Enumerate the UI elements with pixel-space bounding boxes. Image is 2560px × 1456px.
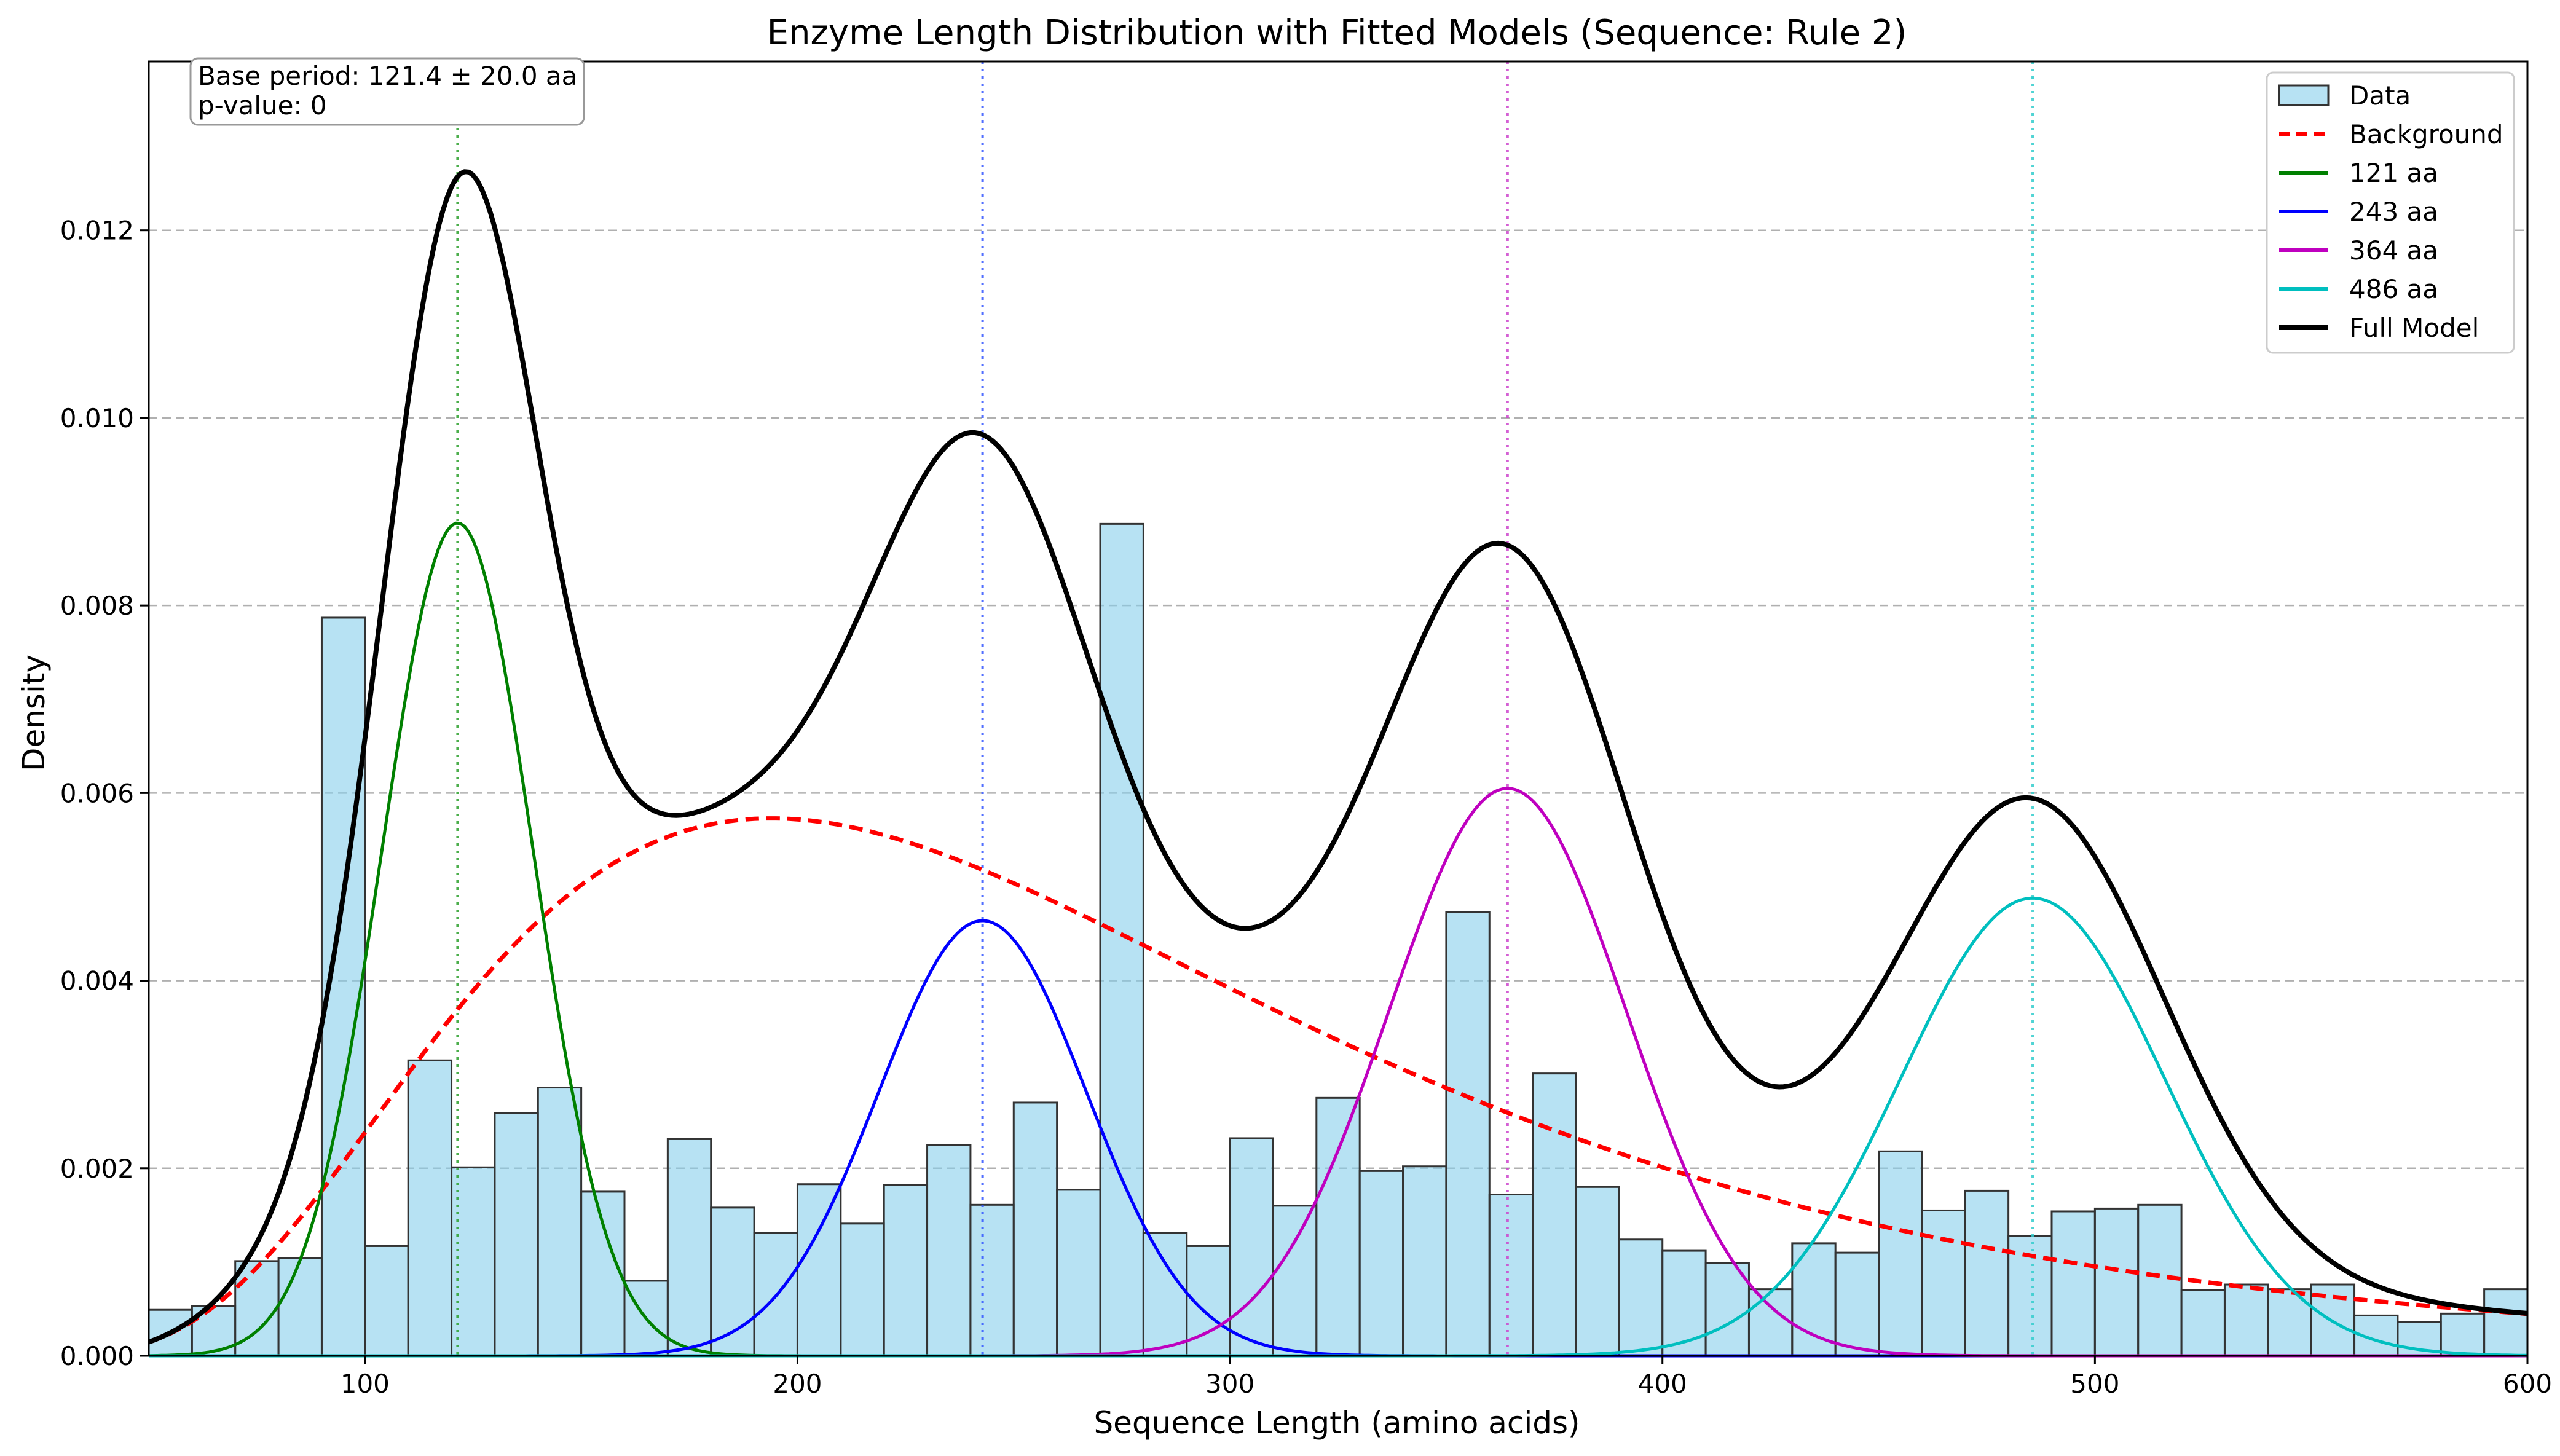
histogram-bar-21 [1056, 1189, 1101, 1357]
y-tick-label-4: 0.008 [60, 591, 134, 621]
histogram-bar-37 [1747, 1288, 1794, 1357]
histogram-bar-41 [1921, 1209, 1966, 1357]
histogram-bar-20 [1012, 1101, 1058, 1357]
x-tick-label-4: 500 [2070, 1369, 2119, 1399]
series-line-full-model [148, 169, 2528, 1345]
histogram-bar-31 [1488, 1194, 1534, 1357]
y-tick-label-5: 0.010 [60, 403, 134, 433]
histogram-bar-30 [1445, 911, 1491, 1357]
histogram-bar-34 [1618, 1238, 1664, 1357]
histogram-bar-6 [407, 1059, 453, 1357]
histogram-bar-23 [1142, 1232, 1188, 1357]
histogram-bar-35 [1661, 1249, 1707, 1357]
annotation-frame [189, 57, 585, 126]
histogram-bar-22 [1099, 522, 1144, 1357]
legend-label-486-aa: 486 aa [2349, 274, 2438, 304]
series-line-background [148, 816, 2528, 1345]
annotation-box: Base period: 121.4 ± 20.0 aa p-value: 0 [189, 57, 585, 126]
legend-label-364-aa: 364 aa [2349, 235, 2438, 266]
y-tick-label-0: 0.000 [60, 1341, 134, 1371]
x-tick-label-2: 300 [1205, 1369, 1254, 1399]
y-tick-label-3: 0.006 [60, 778, 134, 808]
histogram-bar-5 [364, 1245, 409, 1357]
histogram-bar-15 [796, 1183, 842, 1357]
histogram-bar-44 [2050, 1210, 2096, 1357]
peak-marker-lines [456, 61, 2034, 1356]
histogram-bar-25 [1229, 1137, 1274, 1357]
histogram-bar-9 [537, 1087, 583, 1357]
histogram-bar-8 [494, 1112, 539, 1357]
legend-label-full-model: Full Model [2349, 313, 2479, 343]
histogram-bar-53 [2440, 1312, 2486, 1357]
y-tick-label-6: 0.012 [60, 216, 134, 246]
grid-layer [149, 229, 2527, 1170]
x-tick-label-1: 200 [773, 1369, 822, 1399]
histogram-bar-17 [883, 1184, 929, 1357]
chart-title: Enzyme Length Distribution with Fitted M… [767, 13, 1907, 53]
annotation-line-2: p-value: 0 [198, 90, 327, 120]
y-axis-ticks: 0.000 0.002 0.004 0.006 0.008 0.010 0.012 [60, 216, 149, 1371]
histogram-bar-39 [1834, 1251, 1880, 1357]
histogram-bar-26 [1272, 1205, 1318, 1357]
histogram-bar-27 [1315, 1096, 1361, 1357]
x-axis-ticks: 100 200 300 400 500 600 [341, 1356, 2552, 1399]
histogram-bar-3 [277, 1257, 323, 1357]
histogram-bar-46 [2137, 1203, 2183, 1357]
legend-label-data: Data [2349, 81, 2411, 111]
x-tick-label-0: 100 [341, 1369, 390, 1399]
legend-swatch-data [2278, 84, 2330, 106]
histogram-bar-10 [580, 1190, 626, 1357]
histogram-bar-45 [2093, 1207, 2140, 1357]
histogram-bar-40 [1878, 1150, 1923, 1357]
legend-label-243-aa: 243 aa [2349, 197, 2438, 227]
x-axis-label: Sequence Length (amino acids) [1093, 1405, 1580, 1441]
plot-area-frame [148, 60, 2529, 1357]
histogram-bar-28 [1358, 1170, 1404, 1357]
legend-label-background: Background [2349, 119, 2503, 149]
annotation-line-1: Base period: 121.4 ± 20.0 aa [198, 61, 577, 91]
histogram-bar-18 [926, 1144, 972, 1357]
histogram-bar-32 [1532, 1072, 1577, 1357]
histogram-bar-7 [451, 1166, 496, 1357]
y-tick-label-1: 0.002 [60, 1154, 134, 1184]
histogram-bar-16 [840, 1222, 885, 1357]
histogram-bar-19 [969, 1203, 1015, 1357]
histogram-bar-47 [2180, 1289, 2226, 1357]
x-tick-label-5: 600 [2503, 1369, 2552, 1399]
legend: Data Background 121 aa 243 aa 364 aa 486 aa Fu… [2266, 71, 2515, 354]
legend-frame [2266, 71, 2515, 354]
y-axis-label: Density [16, 655, 52, 771]
histogram-bar-33 [1575, 1186, 1620, 1357]
histogram-bar-42 [1964, 1189, 2010, 1357]
histogram-bar-48 [2223, 1283, 2269, 1357]
legend-label-121-aa: 121 aa [2349, 158, 2438, 188]
histogram-bar-29 [1402, 1165, 1447, 1357]
x-tick-label-3: 400 [1638, 1369, 1687, 1399]
y-tick-label-2: 0.004 [60, 966, 134, 996]
histogram-bars [148, 522, 2529, 1357]
histogram-bar-12 [666, 1138, 712, 1357]
histogram-bar-54 [2483, 1288, 2529, 1357]
